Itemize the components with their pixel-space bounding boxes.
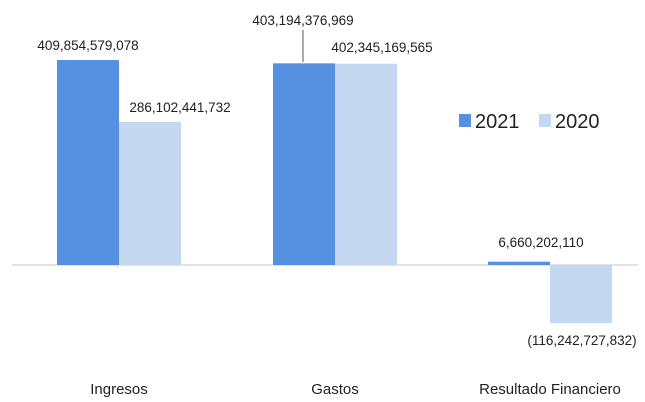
- legend-swatch-2020: [539, 114, 551, 127]
- legend: 2021 2020: [459, 111, 600, 133]
- bars-layer: [57, 60, 612, 324]
- category-label-0: Ingresos: [90, 381, 148, 398]
- category-labels-layer: Ingresos Gastos Resultado Financiero: [90, 381, 621, 398]
- data-label-2021-2: 6,660,202,110: [498, 235, 583, 250]
- legend-label-2021: 2021: [475, 111, 520, 133]
- legend-swatch-2021: [459, 114, 471, 127]
- bar-2021-resultado-financiero: [488, 261, 550, 265]
- legend-label-2020: 2020: [555, 111, 600, 133]
- data-label-2020-0: 286,102,441,732: [129, 100, 230, 115]
- category-label-2: Resultado Financiero: [479, 381, 621, 398]
- bar-2020-gastos: [335, 63, 397, 265]
- data-labels-layer: 409,854,579,078 286,102,441,732 403,194,37…: [37, 13, 636, 348]
- data-label-2020-1: 402,345,169,565: [331, 40, 432, 55]
- category-label-1: Gastos: [311, 381, 359, 398]
- bar-2021-gastos: [273, 63, 335, 265]
- bar-2021-ingresos: [57, 60, 119, 265]
- bar-2020-ingresos: [119, 121, 181, 265]
- data-label-2020-2: (116,242,727,832): [527, 333, 636, 348]
- bar-2020-resultado-financiero: [550, 265, 612, 324]
- data-label-2021-0: 409,854,579,078: [37, 38, 138, 53]
- data-label-2021-1: 403,194,376,969: [252, 13, 353, 28]
